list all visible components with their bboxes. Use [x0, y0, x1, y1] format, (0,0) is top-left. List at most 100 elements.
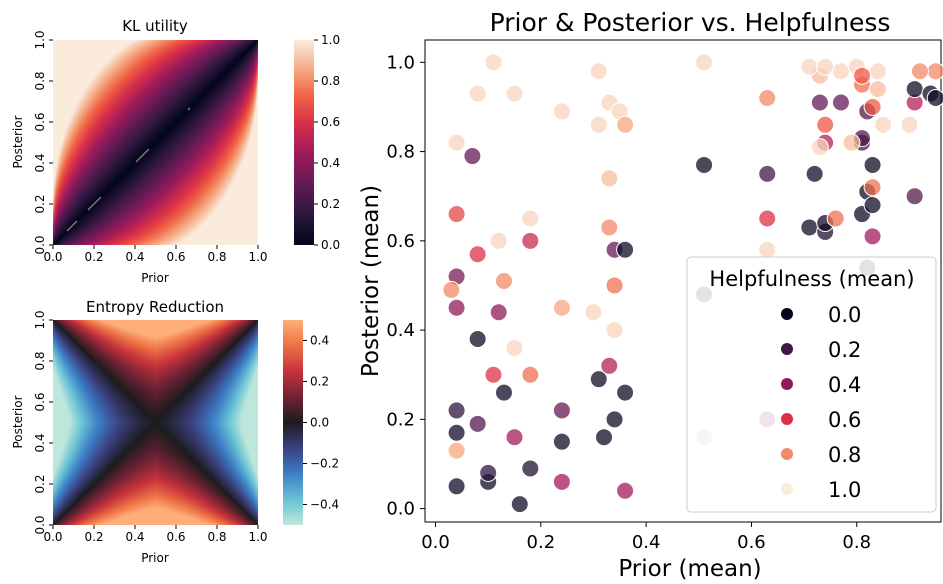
- scatter-point: [447, 133, 466, 152]
- entropy-panel: Entropy Reduction 0.0 0.2 0.4 0.6 0.8 1.0 0.0…: [11, 298, 339, 565]
- x-tick-label: 0.8: [207, 530, 226, 544]
- scatter-point: [468, 330, 487, 349]
- kl-utility-panel: KL utility 0.0 0.2 0.4 0.6 0.8 1.0 0.00.20.40…: [11, 17, 340, 285]
- scatter-y-tick-label: 1.0: [386, 52, 415, 73]
- scatter-point: [584, 303, 603, 322]
- y-tick-label: 1.0: [33, 30, 47, 49]
- x-tick-label: 0.6: [166, 530, 185, 544]
- scatter-legend: Helpfulness (mean) 0.0 0.2 0.4 0.6 0.8 1.0: [686, 256, 937, 513]
- scatter-point: [863, 227, 882, 246]
- scatter-point: [758, 164, 777, 183]
- scatter-point: [905, 80, 924, 99]
- scatter-panel: Prior & Posterior vs. Helpfulness 0.0 0.2…: [358, 8, 943, 582]
- y-tick-label: 0.8: [33, 351, 47, 370]
- legend-label: 0.8: [828, 443, 861, 467]
- scatter-point: [447, 401, 466, 420]
- y-tick-label: 0.4: [33, 433, 47, 452]
- scatter-point: [831, 62, 850, 81]
- entropy-colorbar-canvas: [283, 320, 303, 525]
- entropy-xlabel: Prior: [141, 551, 169, 565]
- entropy-heatmap-canvas: [53, 320, 258, 525]
- colorbar-tick-label: 0.2: [310, 375, 329, 389]
- scatter-point: [552, 432, 571, 451]
- x-tick-label: 1.0: [248, 530, 267, 544]
- scatter-point: [853, 66, 872, 85]
- scatter-point: [868, 80, 887, 99]
- scatter-point: [447, 298, 466, 317]
- scatter-point: [479, 463, 498, 482]
- scatter-point: [447, 477, 466, 496]
- scatter-point: [874, 115, 893, 134]
- entropy-heatmap: [53, 320, 258, 525]
- y-tick-label: 0.2: [33, 194, 47, 213]
- kl-heatmap: [53, 40, 258, 245]
- scatter-point: [758, 240, 777, 259]
- colorbar-tick-label: 1.0: [321, 33, 340, 47]
- scatter-point: [494, 383, 513, 402]
- scatter-point: [616, 240, 635, 259]
- x-tick-label: 0.0: [43, 530, 62, 544]
- legend-label: 0.6: [828, 408, 861, 432]
- x-tick-label: 0.6: [166, 250, 185, 264]
- legend-marker: [781, 378, 793, 390]
- kl-title: KL utility: [122, 17, 188, 35]
- scatter-y-tick-label: 0.2: [386, 409, 415, 430]
- scatter-point: [831, 93, 850, 112]
- entropy-colorbar: [283, 320, 303, 525]
- scatter-y-ticks: 0.0 0.2 0.4 0.6 0.8 1.0: [386, 52, 425, 520]
- scatter-point: [805, 164, 824, 183]
- scatter-title: Prior & Posterior vs. Helpfulness: [490, 8, 891, 37]
- x-tick-label: 0.8: [207, 250, 226, 264]
- x-tick-label: 0.4: [125, 530, 144, 544]
- scatter-point: [600, 356, 619, 375]
- scatter-point: [589, 115, 608, 134]
- scatter-point: [468, 414, 487, 433]
- scatter-point: [505, 84, 524, 103]
- x-tick-label: 0.4: [125, 250, 144, 264]
- scatter-point: [447, 205, 466, 224]
- colorbar-tick-label: 0.6: [321, 115, 340, 129]
- scatter-point: [926, 62, 943, 81]
- y-tick-label: 0.8: [33, 71, 47, 90]
- kl-ylabel: Posterior: [11, 115, 25, 168]
- scatter-point: [810, 93, 829, 112]
- entropy-ylabel: Posterior: [11, 395, 25, 448]
- colorbar-tick-label: 0.4: [321, 156, 340, 170]
- kl-y-ticks: 0.0 0.2 0.4 0.6 0.8 1.0: [33, 30, 53, 255]
- scatter-x-tick-label: 0.2: [527, 532, 556, 553]
- scatter-x-tick-label: 0.8: [842, 532, 871, 553]
- scatter-point: [826, 209, 845, 228]
- legend-marker: [781, 448, 793, 460]
- legend-label: 0.2: [828, 338, 861, 362]
- scatter-point: [926, 89, 943, 108]
- y-tick-label: 0.2: [33, 474, 47, 493]
- colorbar-tick-label: −0.4: [310, 498, 339, 512]
- scatter-point: [484, 53, 503, 72]
- scatter-point: [863, 155, 882, 174]
- scatter-point: [868, 62, 887, 81]
- scatter-y-tick-label: 0.4: [386, 320, 415, 341]
- kl-colorbar: [294, 40, 314, 245]
- scatter-point: [605, 410, 624, 429]
- scatter-point: [595, 428, 614, 447]
- kl-xlabel: Prior: [141, 271, 169, 285]
- x-tick-label: 0.2: [84, 250, 103, 264]
- scatter-point: [552, 298, 571, 317]
- scatter-point: [505, 338, 524, 357]
- scatter-point: [489, 303, 508, 322]
- scatter-point: [800, 57, 819, 76]
- scatter-point: [810, 138, 829, 157]
- scatter-point: [589, 62, 608, 81]
- kl-x-ticks: 0.0 0.2 0.4 0.6 0.8 1.0: [43, 245, 268, 264]
- scatter-point: [842, 133, 861, 152]
- scatter-point: [695, 53, 714, 72]
- scatter-point: [494, 272, 513, 290]
- scatter-point: [816, 57, 835, 76]
- scatter-point: [552, 102, 571, 121]
- scatter-point: [905, 187, 924, 206]
- scatter-point: [552, 472, 571, 491]
- colorbar-tick-label: 0.2: [321, 197, 340, 211]
- entropy-y-ticks: 0.0 0.2 0.4 0.6 0.8 1.0: [33, 310, 53, 535]
- scatter-point: [589, 370, 608, 389]
- legend-label: 0.0: [828, 303, 861, 327]
